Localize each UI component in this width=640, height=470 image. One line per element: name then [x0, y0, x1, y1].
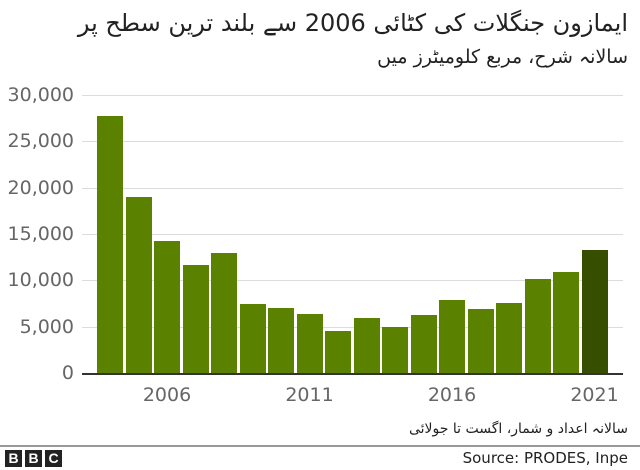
bar-chart: 0 5,000 10,000 15,000 20,000 25,000 30,000 2006… [7, 84, 623, 406]
source-credit: Source: PRODES, Inpe [462, 449, 628, 467]
bar-2015 [410, 315, 437, 373]
bar-2018 [496, 303, 522, 373]
gridline [82, 95, 623, 96]
y-axis-tick-label: 0 [61, 362, 74, 384]
chart-title: ایمازون جنگلات کی کٹائی 2006 سے بلند تری… [77, 9, 628, 37]
x-axis-tick-label: 2011 [285, 384, 334, 406]
y-axis-tick-label: 15,000 [7, 223, 74, 245]
bar-2017 [467, 308, 494, 373]
bbc-logo-letter-1: B [5, 450, 22, 467]
bar-2020 [553, 272, 579, 373]
y-axis-tick-label: 25,000 [7, 130, 74, 152]
bbc-logo-letter-2: B [25, 450, 42, 467]
y-axis-tick-label: 30,000 [7, 84, 74, 106]
bar-2011 [296, 313, 323, 373]
bar-2008 [211, 253, 237, 373]
bar-2010 [268, 308, 294, 373]
bar-2007 [182, 265, 209, 373]
gridline [82, 327, 623, 328]
bar-2016 [439, 299, 465, 373]
bar-2009 [239, 303, 266, 373]
bbc-logo-letter-3: C [45, 450, 62, 467]
x-axis-line [82, 373, 623, 375]
x-axis-tick-label: 2021 [570, 384, 619, 406]
bbc-logo: B B C [5, 450, 62, 467]
y-axis-tick-label: 10,000 [7, 269, 74, 291]
gridline [82, 188, 623, 189]
gridline [82, 234, 623, 235]
footnote: سالانہ اعداد و شمار، اگست تا جولائی [408, 421, 628, 437]
bar-2014 [382, 326, 408, 373]
bar-2019 [524, 279, 551, 373]
chart-subtitle: سالانہ شرح، مربع کلومیٹرز میں [377, 46, 628, 68]
y-axis-tick-label: 20,000 [7, 177, 74, 199]
bar-2013 [353, 318, 380, 373]
bar-2005 [125, 196, 152, 373]
bar-2021 [581, 250, 608, 373]
y-axis-tick-label: 5,000 [19, 316, 74, 338]
bar-2012 [325, 330, 351, 373]
x-axis-tick-label: 2006 [142, 384, 192, 406]
gridline [82, 141, 623, 142]
footer-divider [0, 445, 640, 447]
x-axis-tick-label: 2016 [427, 384, 477, 406]
bar-2004 [97, 115, 123, 373]
bar-2006 [154, 240, 180, 373]
gridline [82, 280, 623, 281]
